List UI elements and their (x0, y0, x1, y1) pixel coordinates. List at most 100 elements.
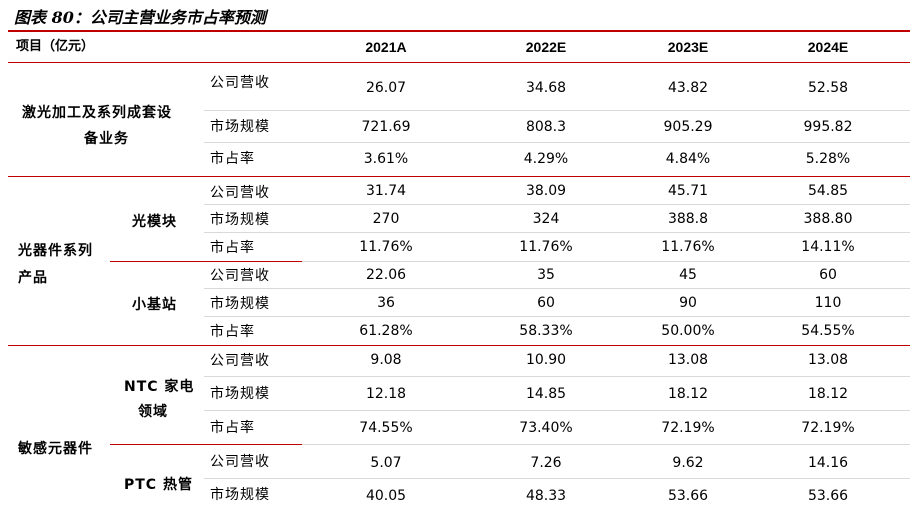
table-cell: 45 (679, 267, 697, 283)
category-label: 敏感元器件 (18, 441, 93, 457)
row-divider (302, 261, 910, 262)
table-cell: 14.85 (525, 386, 567, 402)
metric-label: 市占率 (210, 324, 255, 340)
subgroup-label: NTC 家电 (124, 379, 195, 395)
table-cell: 26.07 (365, 80, 407, 96)
table-cell: 34.68 (525, 80, 567, 96)
table-cell: 18.12 (807, 386, 849, 402)
metric-label: 市场规模 (210, 119, 270, 135)
table-cell: 53.66 (667, 488, 709, 504)
table-cell: 35 (537, 267, 555, 283)
row-divider (204, 204, 910, 205)
row-divider (302, 444, 910, 445)
header-rule (8, 62, 910, 63)
table-cell: 3.61% (363, 151, 409, 167)
table-cell: 53.66 (807, 488, 849, 504)
table-cell: 11.76% (359, 239, 413, 255)
table-cell: 45.71 (667, 183, 709, 199)
table-cell: 52.58 (807, 80, 849, 96)
header-item: 项目（亿元） (16, 39, 95, 54)
row-divider (204, 316, 910, 317)
table-cell: 721.69 (361, 119, 411, 135)
table-cell: 13.08 (667, 352, 709, 368)
table-cell: 5.28% (805, 151, 851, 167)
table-cell: 14.16 (807, 455, 849, 471)
table-cell: 74.55% (359, 420, 413, 436)
table-cell: 58.33% (519, 323, 573, 339)
table-cell: 388.80 (803, 211, 853, 227)
header-year: 2022E (525, 39, 567, 55)
category-label: 光器件系列 (18, 243, 93, 259)
row-divider (204, 288, 910, 289)
subgroup-label: 领域 (138, 404, 168, 420)
table-cell: 72.19% (661, 420, 715, 436)
table-cell: 5.07 (370, 455, 402, 471)
metric-label: 市占率 (210, 420, 255, 436)
metric-label: 市占率 (210, 151, 255, 167)
table-cell: 50.00% (661, 323, 715, 339)
table-cell: 9.08 (370, 352, 402, 368)
top-rule (8, 30, 910, 32)
table-cell: 324 (532, 211, 560, 227)
category-label: 产品 (18, 270, 48, 286)
figure-caption: 图表 80：公司主营业务市占率预测 (14, 8, 266, 27)
table-cell: 90 (679, 295, 697, 311)
table-cell: 72.19% (801, 420, 855, 436)
subgroup-label: PTC 热管 (124, 477, 193, 493)
table-cell: 61.28% (359, 323, 413, 339)
table-cell: 110 (814, 295, 842, 311)
table-cell: 54.85 (807, 183, 849, 199)
table-cell: 40.05 (365, 488, 407, 504)
section-divider (8, 176, 910, 177)
table-cell: 60 (819, 267, 837, 283)
row-divider (204, 410, 910, 411)
table-cell: 73.40% (519, 420, 573, 436)
subgroup-divider (110, 261, 302, 262)
table-cell: 18.12 (667, 386, 709, 402)
metric-label: 公司营收 (210, 454, 270, 470)
table-cell: 12.18 (365, 386, 407, 402)
metric-label: 市场规模 (210, 386, 270, 402)
table-cell: 9.62 (672, 455, 704, 471)
table-cell: 388.8 (667, 211, 709, 227)
metric-label: 公司营收 (210, 75, 270, 91)
table-cell: 10.90 (525, 352, 567, 368)
table-cell: 43.82 (667, 80, 709, 96)
row-divider (204, 376, 910, 377)
table-cell: 808.3 (525, 119, 567, 135)
table-cell: 31.74 (365, 183, 407, 199)
table-cell: 7.26 (530, 455, 562, 471)
row-divider (204, 478, 910, 479)
table-cell: 14.11% (801, 239, 855, 255)
table-cell: 36 (377, 295, 395, 311)
header-year: 2024E (807, 39, 849, 55)
table-cell: 11.76% (661, 239, 715, 255)
category-label: 备业务 (84, 131, 129, 147)
table-cell: 13.08 (807, 352, 849, 368)
header-year: 2021A (365, 39, 407, 55)
table-cell: 905.29 (663, 119, 713, 135)
table-cell: 22.06 (365, 267, 407, 283)
table-cell: 60 (537, 295, 555, 311)
table-cell: 11.76% (519, 239, 573, 255)
subgroup-label: 光模块 (132, 214, 177, 230)
metric-label: 公司营收 (210, 353, 270, 369)
metric-label: 公司营收 (210, 268, 270, 284)
table-cell: 4.29% (523, 151, 569, 167)
table-cell: 54.55% (801, 323, 855, 339)
table-cell: 995.82 (803, 119, 853, 135)
metric-label: 市场规模 (210, 212, 270, 228)
row-divider (204, 110, 910, 111)
subgroup-label: 小基站 (132, 297, 177, 313)
header-year: 2023E (667, 39, 709, 55)
row-divider (204, 142, 910, 143)
metric-label: 公司营收 (210, 185, 270, 201)
metric-label: 市场规模 (210, 487, 270, 503)
category-label: 激光加工及系列成套设 (22, 105, 172, 121)
subgroup-divider (110, 444, 302, 445)
table-cell: 270 (372, 211, 400, 227)
table-cell: 38.09 (525, 183, 567, 199)
metric-label: 市占率 (210, 240, 255, 256)
section-divider (8, 345, 910, 346)
table-cell: 4.84% (665, 151, 711, 167)
